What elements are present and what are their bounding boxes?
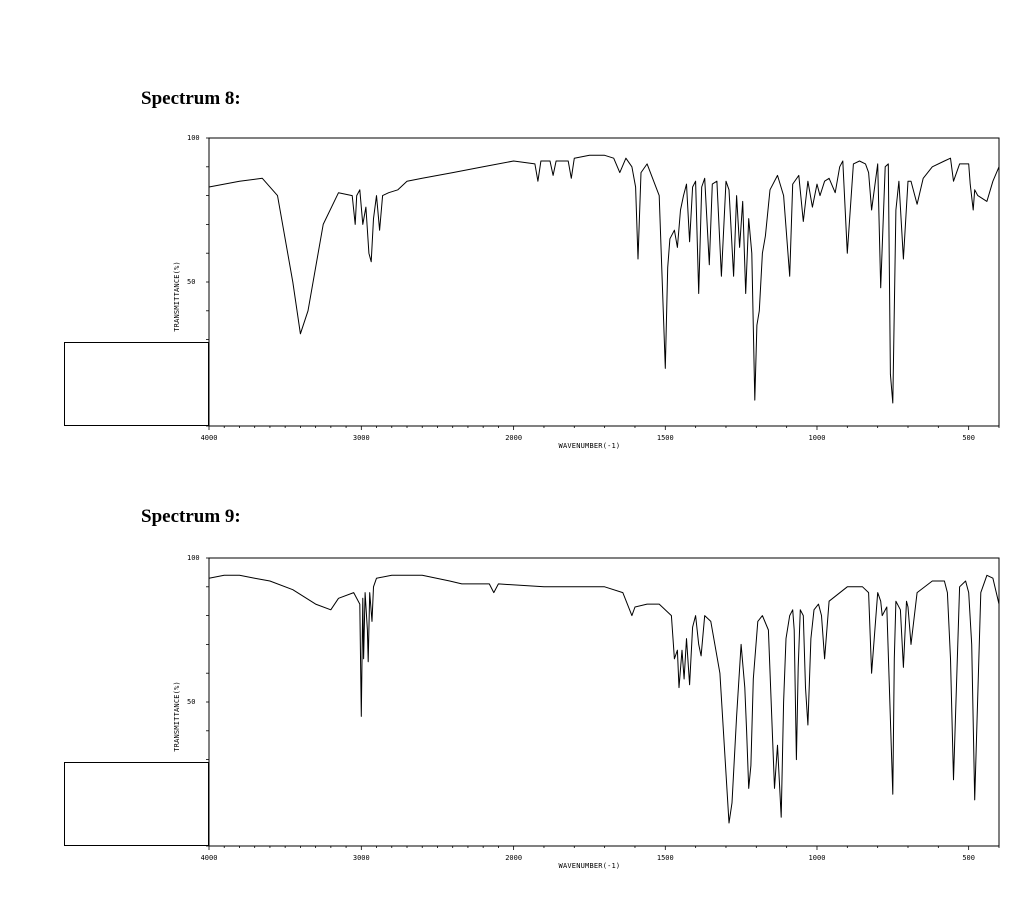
x-tick-label: 1500: [657, 434, 674, 442]
x-axis-label: WAVENUMBER(-1): [559, 862, 621, 870]
x-tick-label: 4000: [201, 434, 218, 442]
spectrum-line: [208, 574, 1000, 824]
spectrum-line: [208, 154, 1000, 404]
spectrum-9-answer-box: [64, 762, 209, 846]
spectrum-8-title: Spectrum 8:: [141, 88, 241, 109]
x-tick-label: 2000: [505, 854, 522, 862]
x-tick-label: 4000: [201, 854, 218, 862]
y-tick-label: 100: [187, 134, 200, 142]
y-axis-label: TRANSMITTANCE(%): [173, 681, 181, 752]
x-axis-label: WAVENUMBER(-1): [559, 442, 621, 450]
x-tick-label: 1000: [809, 434, 826, 442]
x-minor-ticks: [206, 137, 1000, 430]
y-tick-label: 50: [187, 698, 195, 706]
x-tick-label: 500: [962, 854, 975, 862]
x-tick-label: 1500: [657, 854, 674, 862]
spectrum-8-answer-box: [64, 342, 209, 426]
x-tick-label: 1000: [809, 854, 826, 862]
spectrum-8-chart: 4000 3000 2000 1500 1000 500 100 50 WAVENUMBER(-…: [173, 134, 1000, 450]
x-tick-label: 3000: [353, 434, 370, 442]
x-tick-label: 2000: [505, 434, 522, 442]
spectrum-9-title: Spectrum 9:: [141, 506, 241, 527]
x-tick-label: 3000: [353, 854, 370, 862]
spectrum-9-chart: 4000 3000 2000 1500 1000 500 100 50 WAVENUMBER(-…: [173, 554, 1000, 870]
x-minor-ticks: [206, 557, 1000, 850]
y-tick-label: 100: [187, 554, 200, 562]
x-tick-label: 500: [962, 434, 975, 442]
y-axis-label: TRANSMITTANCE(%): [173, 261, 181, 332]
y-tick-label: 50: [187, 278, 195, 286]
